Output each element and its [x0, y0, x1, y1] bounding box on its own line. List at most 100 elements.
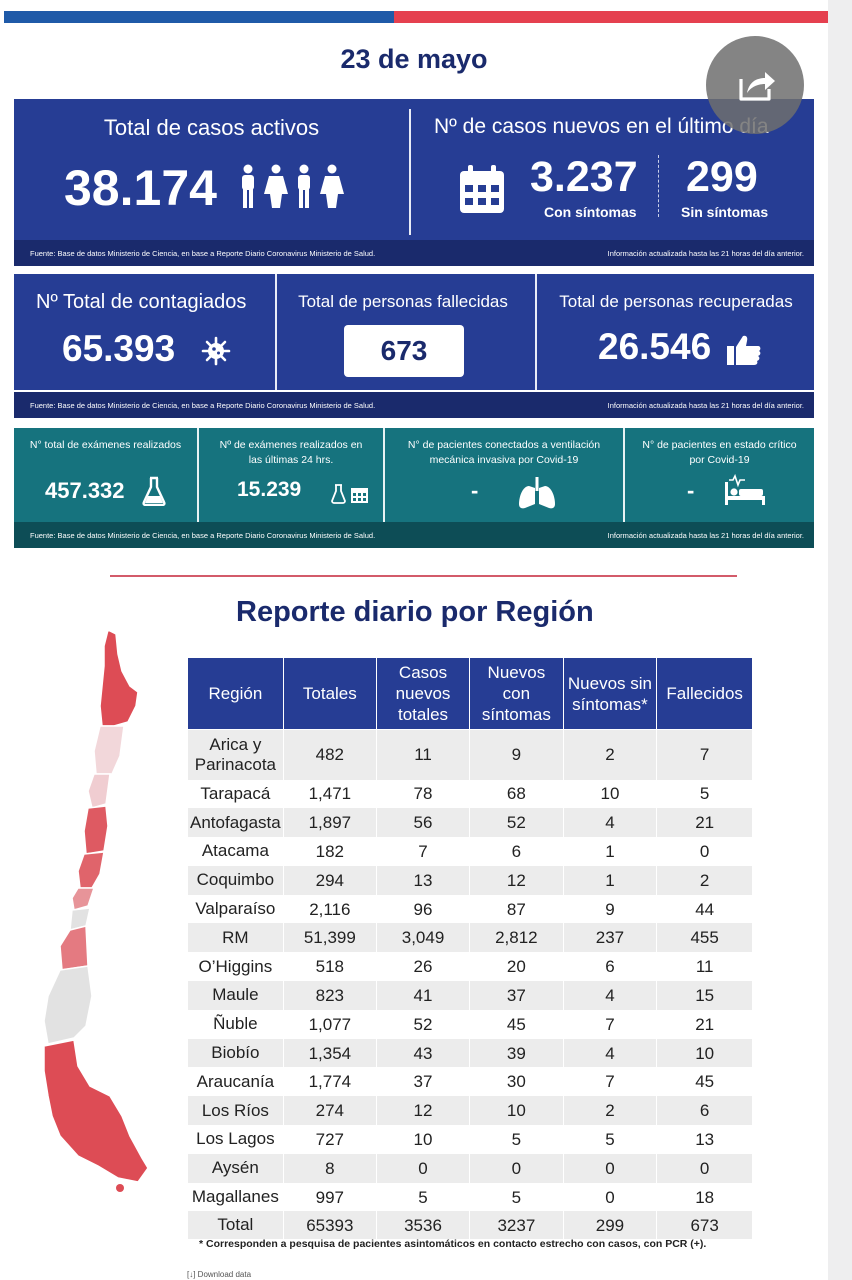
table-cell: 5	[656, 779, 753, 809]
table-cell: 1,471	[282, 779, 377, 809]
table-cell: 10	[562, 779, 658, 809]
table-cell: 1,077	[282, 1009, 377, 1039]
region-name-cell: Magallanes	[187, 1182, 284, 1212]
table-cell: 4	[562, 1038, 658, 1068]
cell-divider	[383, 428, 385, 522]
source-text: Fuente: Base de datos Ministerio de Cien…	[30, 530, 376, 540]
updated-text: Información actualizada hasta las 21 hor…	[607, 248, 804, 258]
table-cell: 1,897	[282, 808, 377, 838]
table-cell: 45	[469, 1009, 564, 1039]
table-cell: 26	[375, 952, 471, 982]
table-row: Tarapacá 1,471 78 68 10 5	[187, 779, 753, 809]
region-name-cell: Antofagasta	[187, 808, 284, 838]
download-data-link[interactable]: [↓] Download data	[187, 1270, 252, 1279]
table-cell: 10	[469, 1096, 564, 1126]
calendar-icon	[458, 163, 506, 220]
table-cell: 7	[562, 1067, 658, 1097]
table-cell: 1	[562, 837, 658, 866]
page-gutter	[828, 0, 852, 1280]
table-cell: 4	[562, 981, 658, 1010]
table-cell: 997	[282, 1182, 377, 1212]
updated-text: Información actualizada hasta las 21 hor…	[607, 400, 804, 410]
section-divider	[110, 575, 737, 577]
column-header: Totales	[282, 657, 377, 730]
infected-title: Nº Total de contagiados	[36, 291, 247, 313]
source-text: Fuente: Base de datos Ministerio de Cien…	[30, 248, 376, 258]
thumbs-up-icon	[726, 334, 762, 371]
table-cell: 1,354	[282, 1038, 377, 1068]
people-icon	[236, 164, 354, 210]
table-cell: 21	[656, 1009, 753, 1039]
region-name-cell: Arica y Parinacota	[187, 729, 284, 780]
infected-value: 65.393	[62, 328, 176, 369]
new-cases-title: Nº de casos nuevos en el último día	[434, 115, 769, 138]
table-cell: 294	[282, 865, 377, 895]
table-cell: 0	[562, 1182, 658, 1212]
cell-divider	[623, 428, 625, 522]
source-footer: Fuente: Base de datos Ministerio de Cien…	[14, 522, 814, 548]
without-symptoms-label: Sin síntomas	[681, 204, 769, 220]
region-table: Región Totales Casos nuevos totales Nuev…	[187, 657, 753, 1240]
table-cell: 482	[282, 729, 377, 780]
table-cell: 455	[656, 923, 753, 953]
active-cases-title: Total de casos activos	[103, 115, 320, 140]
table-cell: 727	[282, 1125, 377, 1154]
flask-calendar-icon	[331, 484, 371, 509]
table-cell: 96	[375, 894, 471, 924]
table-cell: 87	[469, 894, 564, 924]
table-cell: 10	[375, 1125, 471, 1154]
table-cell: 518	[282, 952, 377, 982]
table-cell: 37	[469, 981, 564, 1010]
table-cell: 18	[656, 1182, 753, 1212]
share-button[interactable]	[706, 36, 804, 134]
table-cell: 20	[469, 952, 564, 982]
source-text: Fuente: Base de datos Ministerio de Cien…	[30, 400, 376, 410]
table-cell: 52	[375, 1009, 471, 1039]
panel-divider	[409, 109, 411, 235]
total-exams-cell: N° total de exámenes realizados 457.332	[14, 428, 197, 522]
table-cell: 0	[375, 1153, 471, 1183]
table-row: Ñuble 1,077 52 45 7 21	[187, 1009, 753, 1039]
table-cell: 8	[282, 1153, 377, 1183]
recovered-title: Total de personas recuperadas	[559, 292, 793, 311]
table-cell: 7	[562, 1009, 658, 1039]
last24-exams-label: Nº de exámenes realizados en las últimas…	[219, 439, 363, 466]
table-cell: 3536	[375, 1211, 471, 1240]
table-cell: 78	[375, 779, 471, 809]
ventilation-label: N° de pacientes conectados a ventilación…	[407, 439, 601, 466]
table-cell: 3237	[469, 1211, 564, 1240]
table-cell: 0	[469, 1153, 564, 1183]
last24-exams-cell: Nº de exámenes realizados en las últimas…	[199, 428, 383, 522]
table-row: Atacama 182 7 6 1 0	[187, 837, 753, 866]
region-name-cell: Aysén	[187, 1153, 284, 1183]
table-cell: 13	[375, 865, 471, 895]
table-row: Los Ríos 274 12 10 2 6	[187, 1096, 753, 1126]
table-cell: 0	[656, 837, 753, 866]
table-row: Magallanes 997 5 5 0 18	[187, 1182, 753, 1212]
table-cell: 43	[375, 1038, 471, 1068]
table-cell: 4	[562, 808, 658, 838]
last24-exams-value: 15.239	[237, 478, 302, 501]
recovered-value: 26.546	[598, 326, 712, 367]
region-name-cell: Atacama	[187, 837, 284, 866]
region-name-cell: O’Higgins	[187, 952, 284, 982]
table-header-row: Región Totales Casos nuevos totales Nuev…	[187, 657, 753, 730]
table-cell: 11	[375, 729, 471, 780]
critical-cell: N° de pacientes en estado crítico por Co…	[625, 428, 814, 522]
table-cell: 52	[469, 808, 564, 838]
source-footer: Fuente: Base de datos Ministerio de Cien…	[14, 240, 814, 266]
source-footer: Fuente: Base de datos Ministerio de Cien…	[14, 392, 814, 418]
without-symptoms-value: 299	[686, 153, 758, 201]
ventilation-cell: N° de pacientes conectados a ventilación…	[385, 428, 623, 522]
panel-divider	[535, 274, 537, 390]
table-cell: 2,116	[282, 894, 377, 924]
table-row: Antofagasta 1,897 56 52 4 21	[187, 808, 753, 838]
table-cell: 44	[656, 894, 753, 924]
region-name-cell: Maule	[187, 981, 284, 1010]
flag-stripe-blue	[4, 11, 394, 23]
table-row: Aysén 8 0 0 0 0	[187, 1153, 753, 1183]
table-cell: 6	[562, 952, 658, 982]
column-header: Región	[187, 657, 284, 730]
totals-panel: Nº Total de contagiados 65.393 Total de …	[14, 274, 814, 390]
column-header: Nuevos sin síntomas*	[562, 657, 658, 730]
